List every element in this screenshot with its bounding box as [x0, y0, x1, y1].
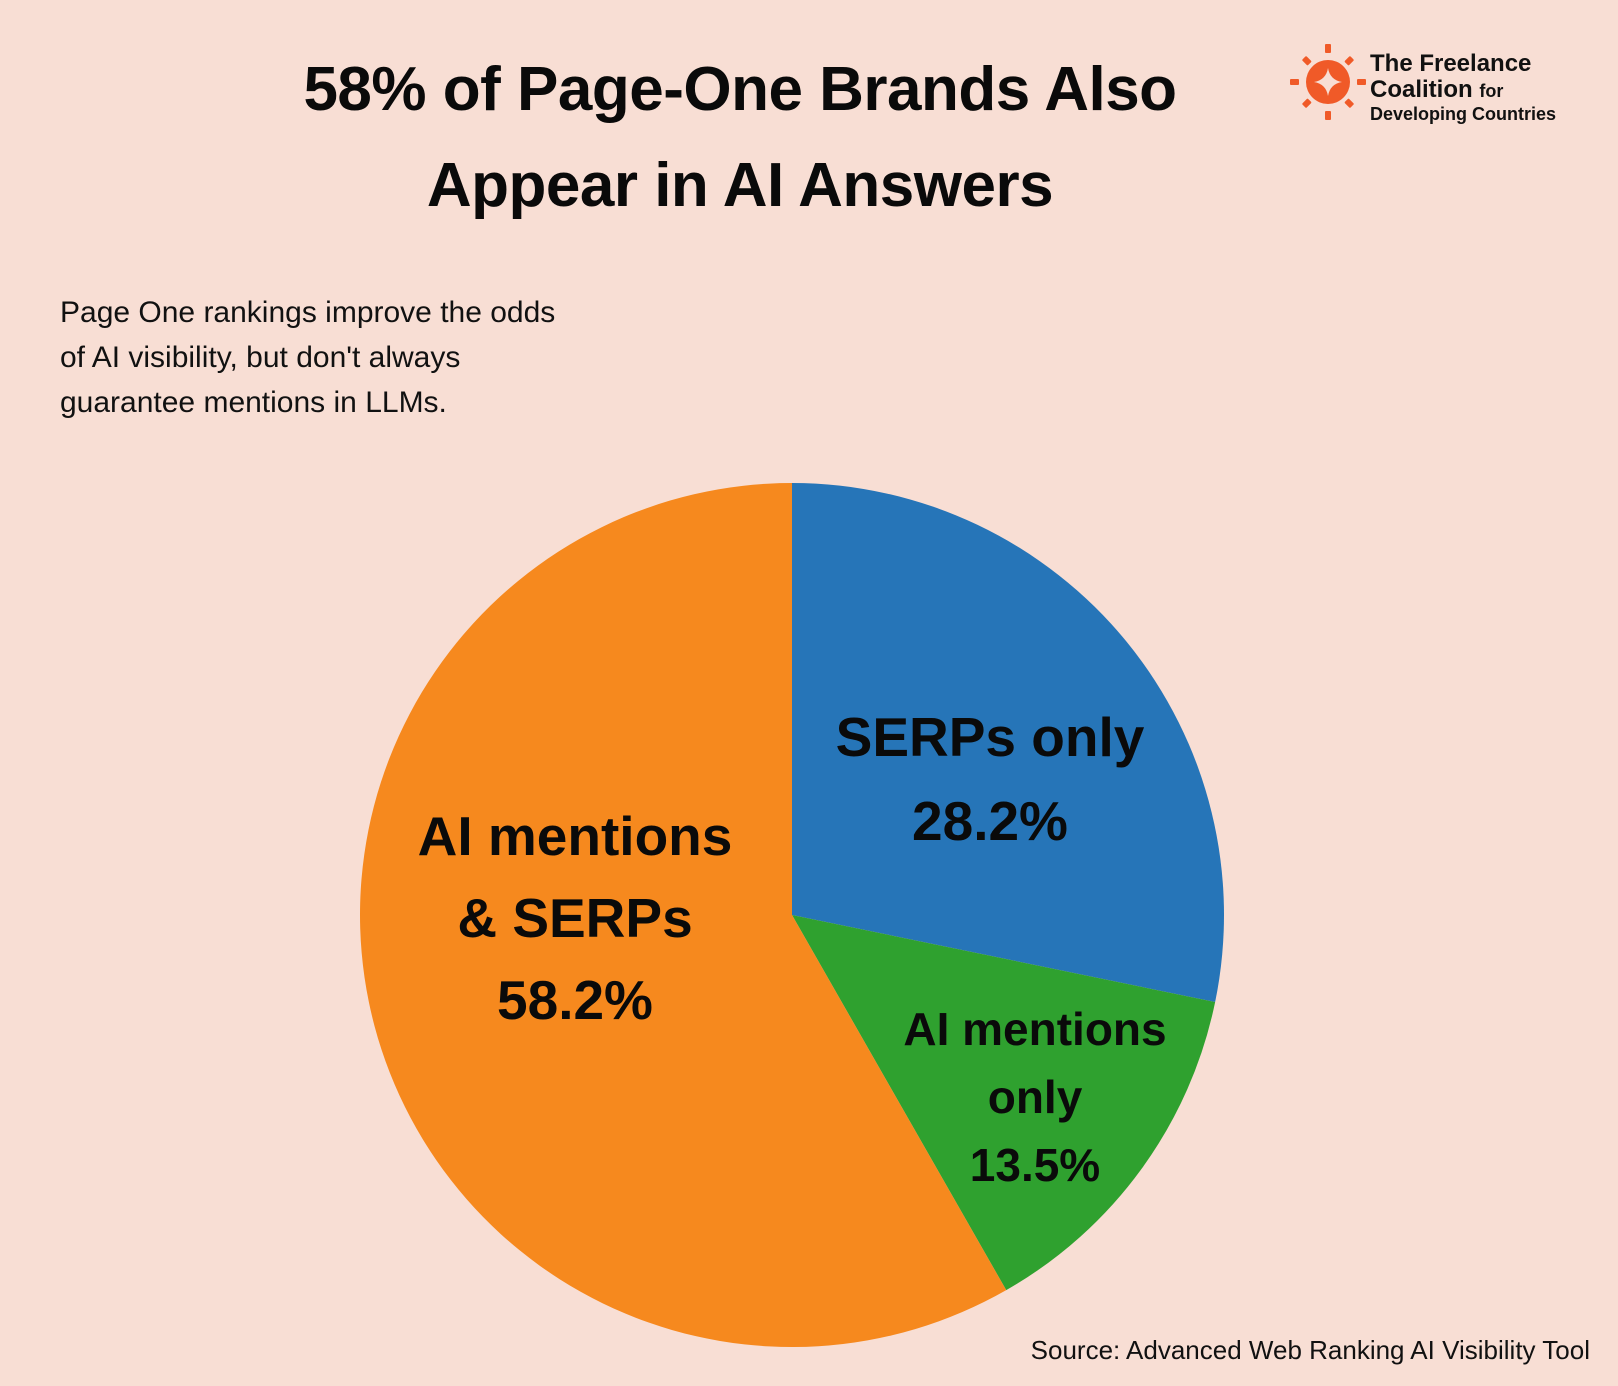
pie-slice-ai-mentions-only: [792, 915, 1216, 1291]
slice-label-ai-only-value: 13.5%: [969, 1139, 1101, 1191]
slice-label-both-name-1: AI mentions: [417, 805, 733, 867]
slice-label-ai-only-name-2: only: [987, 1071, 1083, 1123]
logo-line-3: Developing Countries: [1370, 104, 1557, 124]
slice-label-serps-only: SERPs only 28.2%: [820, 695, 1160, 863]
chart-subtitle: Page One rankings improve the odds of AI…: [60, 290, 620, 425]
slice-label-both-name-2: & SERPs: [457, 887, 693, 949]
subtitle-line-1: Page One rankings improve the odds: [60, 296, 556, 329]
pie-slice-ai-mentions-serps: [360, 483, 1007, 1347]
pie-slice-serps-only: [792, 483, 1224, 1003]
chart-title-line-1: 58% of Page-One Brands Also: [303, 55, 1177, 124]
chart-title-line-2: Appear in AI Answers: [426, 151, 1054, 220]
subtitle-line-2: of AI visibility, but don't always: [60, 341, 461, 374]
logo-line-2-suffix: for: [1479, 81, 1504, 101]
source-note: Source: Advanced Web Ranking AI Visibili…: [1030, 1335, 1590, 1365]
slice-label-serps-only-name: SERPs only: [835, 706, 1145, 768]
sun-diamond-icon: [1290, 44, 1366, 120]
chart-title: 58% of Page-One Brands Also Appear in AI…: [130, 42, 1350, 234]
freelance-coalition-logo: The Freelance Coalition for Developing C…: [1288, 42, 1598, 132]
slice-label-ai-mentions-and-serps: AI mentions & SERPs 58.2%: [400, 795, 750, 1041]
slice-label-ai-mentions-only: AI mentions only 13.5%: [880, 995, 1190, 1199]
logo-wordmark: The Freelance Coalition for Developing C…: [1370, 50, 1557, 124]
logo-line-1: The Freelance: [1370, 50, 1532, 77]
slice-label-ai-only-name-1: AI mentions: [903, 1003, 1167, 1055]
logo-line-2: Coalition for: [1370, 78, 1556, 102]
slice-label-serps-only-value: 28.2%: [912, 790, 1068, 852]
slice-label-both-value: 58.2%: [497, 969, 653, 1031]
logo-line-2-main: Coalition: [1370, 76, 1473, 103]
subtitle-line-3: guarantee mentions in LLMs.: [60, 386, 447, 419]
